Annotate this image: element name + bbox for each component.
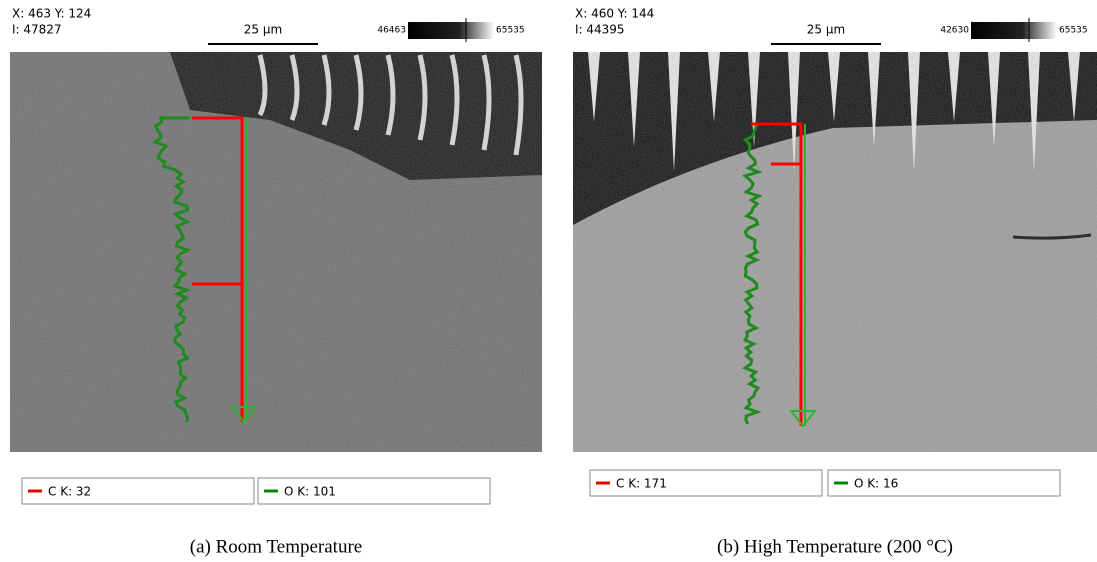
legend-label: C K: 171 bbox=[616, 477, 667, 491]
end-marker bbox=[788, 410, 818, 428]
intensity: I: 47827 bbox=[12, 23, 62, 37]
legend-box bbox=[257, 477, 491, 505]
texture bbox=[10, 52, 542, 452]
legend-label: C K: 32 bbox=[48, 485, 91, 499]
gray-max: 65535 bbox=[1059, 26, 1088, 36]
coords: X: 463 Y: 124 bbox=[12, 7, 91, 21]
gray-bar bbox=[408, 22, 494, 39]
scale-label: 25 µm bbox=[244, 23, 282, 37]
o-profile bbox=[151, 116, 192, 423]
gray-min: 46463 bbox=[377, 26, 406, 36]
scale-label: 25 µm bbox=[807, 23, 845, 37]
legend-label: O K: 16 bbox=[854, 477, 898, 491]
legend-box bbox=[589, 469, 823, 497]
caption: (a) Room Temperature bbox=[190, 536, 362, 557]
o-profile bbox=[741, 122, 763, 425]
caption: (b) High Temperature (200 °C) bbox=[717, 536, 953, 557]
end-marker bbox=[229, 406, 259, 424]
legend-label: O K: 101 bbox=[284, 485, 336, 499]
coords: X: 460 Y: 144 bbox=[575, 7, 654, 21]
legend-box bbox=[827, 469, 1061, 497]
texture bbox=[573, 52, 1097, 452]
gray-max: 65535 bbox=[496, 26, 525, 36]
intensity: I: 44395 bbox=[575, 23, 625, 37]
c-profile bbox=[751, 122, 803, 426]
legend-box bbox=[21, 477, 255, 505]
gray-min: 42630 bbox=[940, 26, 969, 36]
gray-bar bbox=[971, 22, 1057, 39]
c-profile bbox=[192, 116, 244, 422]
